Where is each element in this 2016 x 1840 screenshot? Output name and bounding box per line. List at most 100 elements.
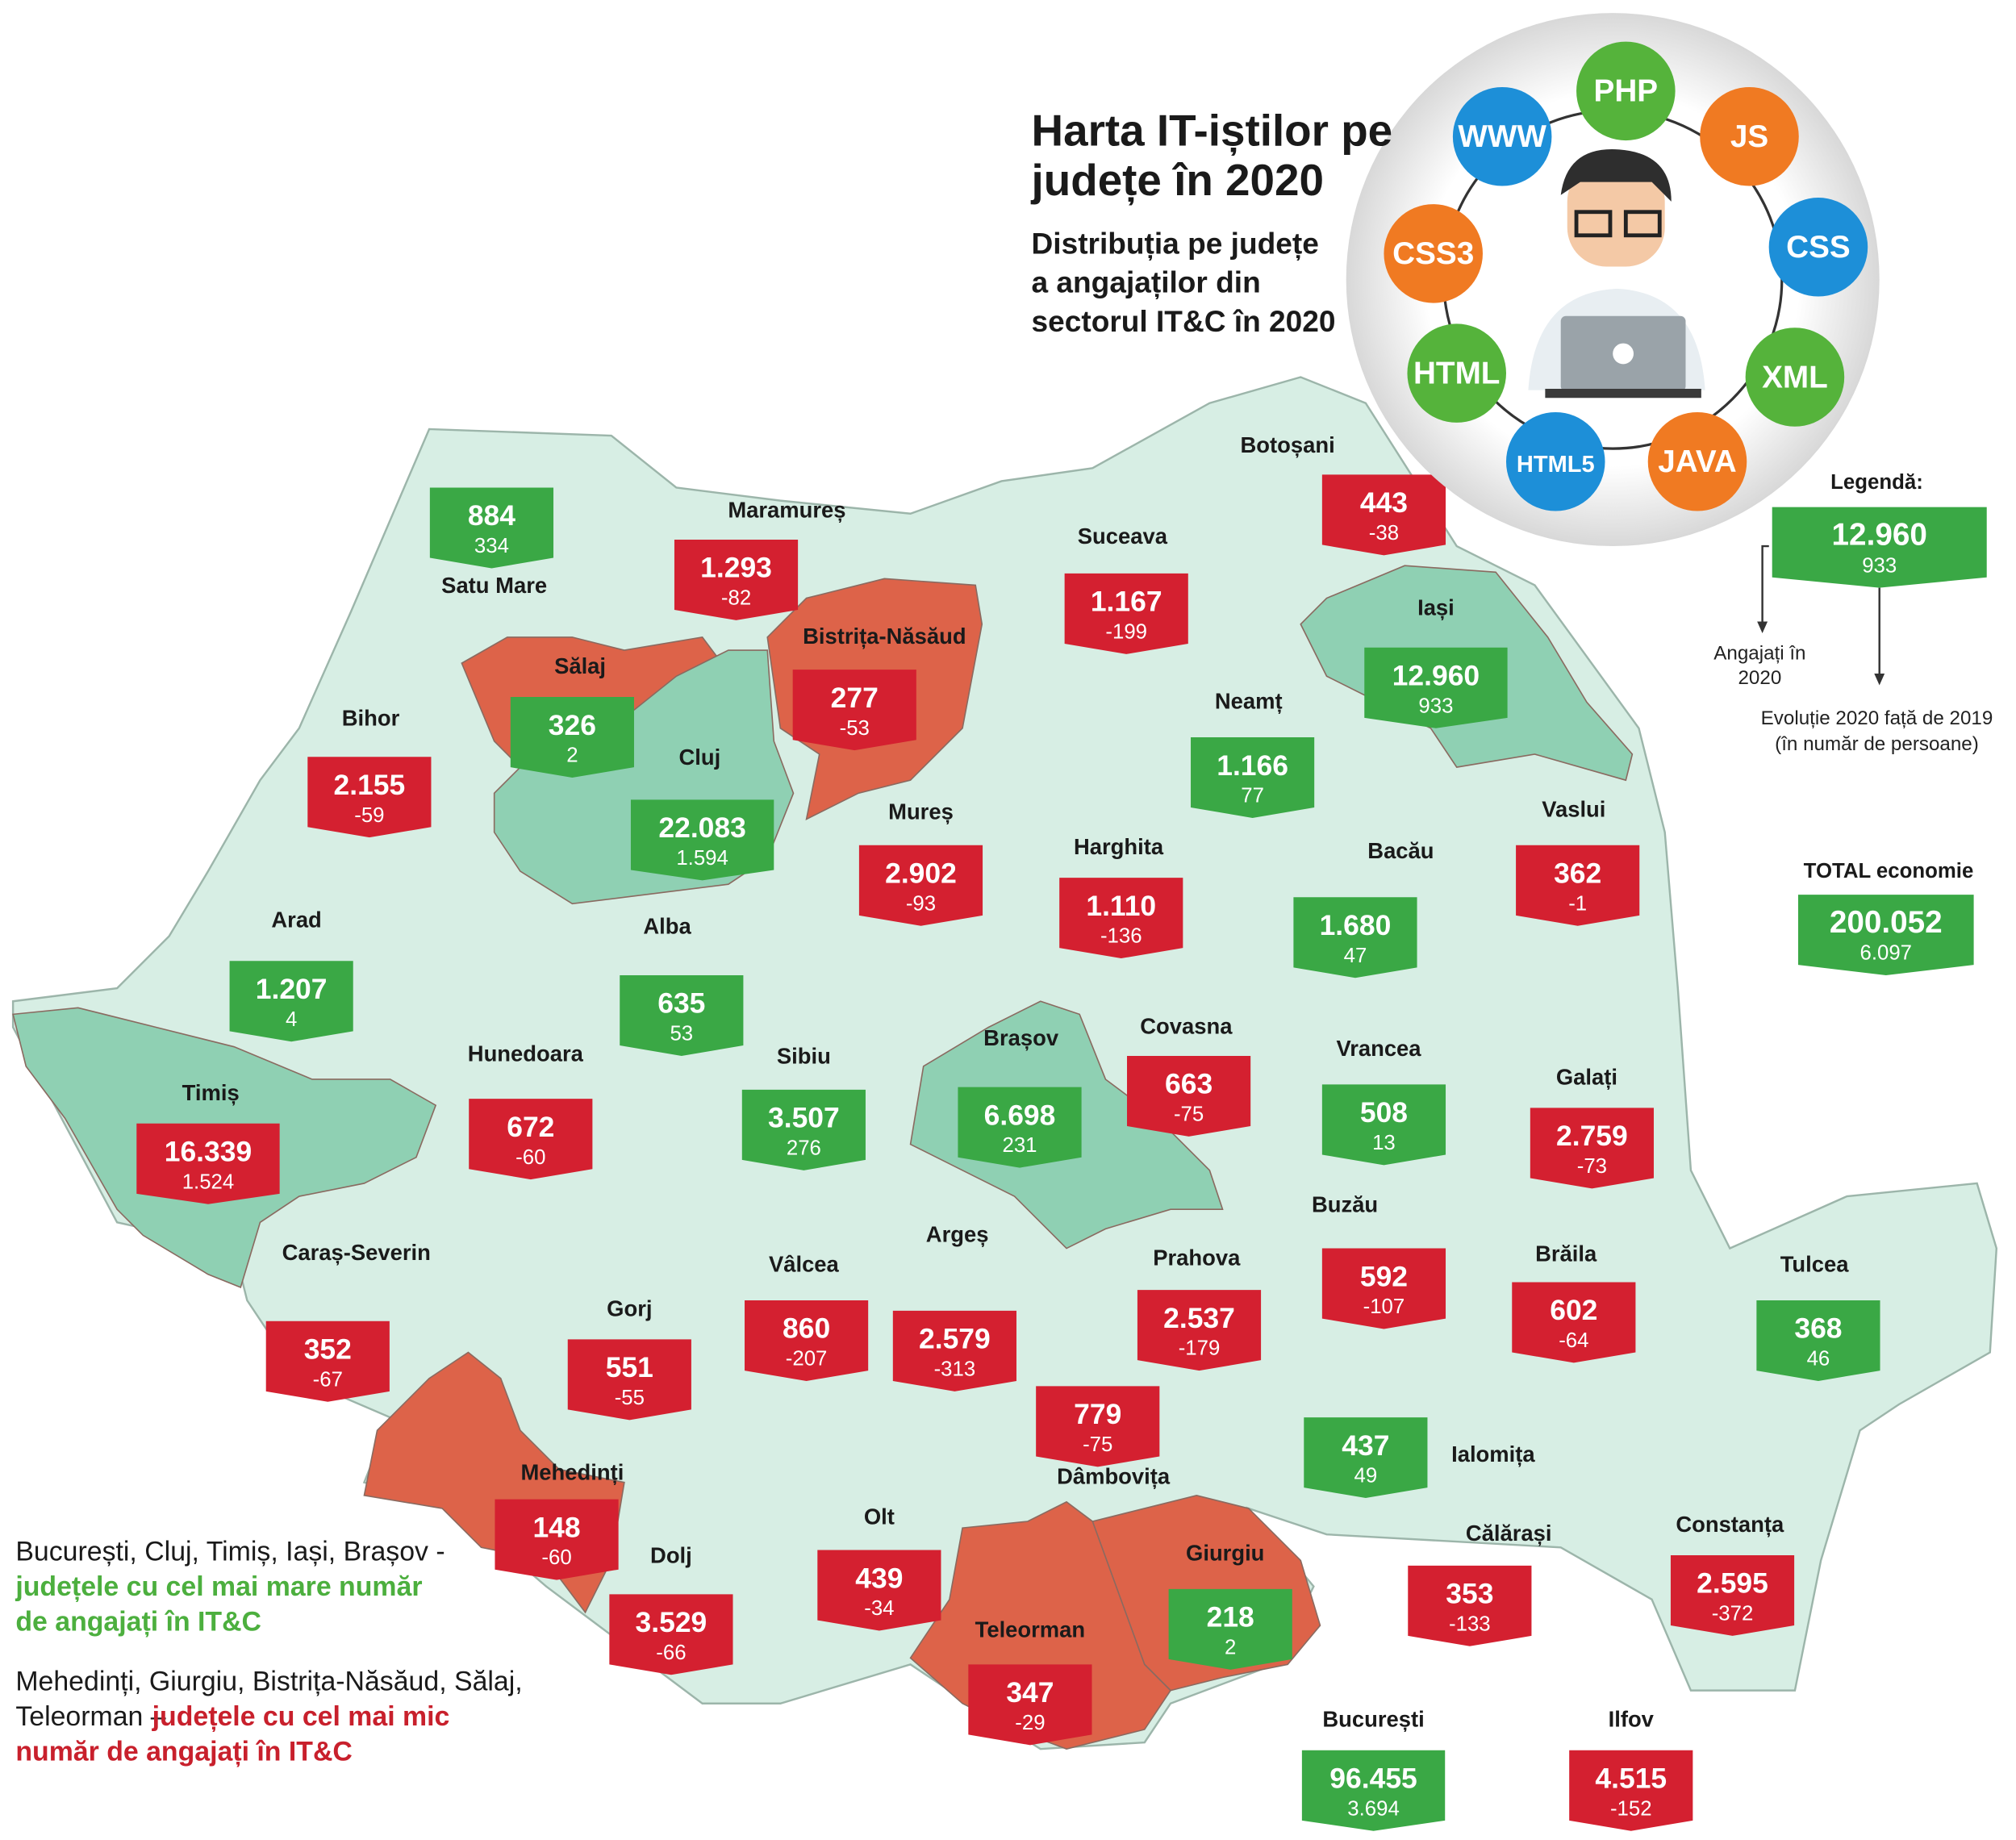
county-name: Argeș [926, 1221, 989, 1246]
change-value: -199 [1105, 621, 1147, 644]
value-box [609, 1594, 733, 1675]
county-name: Arad [271, 907, 321, 932]
value-box [1530, 1108, 1654, 1189]
employees-value: 353 [1446, 1578, 1493, 1610]
title-line: Harta IT-iștilor pe [1032, 106, 1393, 156]
county-name: Ialomița [1451, 1442, 1535, 1467]
value-box [1293, 897, 1417, 978]
change-value: 2 [1225, 1636, 1236, 1659]
change-value: -60 [515, 1146, 545, 1169]
employees-value: 277 [831, 682, 879, 714]
county-name: Brașov [983, 1025, 1059, 1050]
county-name: Dolj [650, 1543, 692, 1568]
value-box [745, 1300, 869, 1381]
value-box [1364, 647, 1508, 728]
employees-value: 2.759 [1556, 1120, 1628, 1152]
value-box [1772, 507, 1987, 588]
change-value: -34 [864, 1597, 894, 1620]
value-box [858, 845, 983, 926]
employees-value: 551 [606, 1351, 653, 1383]
value-box [1321, 1248, 1446, 1329]
value-box [136, 1123, 280, 1204]
legend-change-label: Evoluție 2020 față de 2019 [1761, 707, 1993, 729]
tech-label: CSS [1786, 230, 1851, 265]
change-value: -82 [721, 587, 751, 610]
value-box [1408, 1565, 1532, 1646]
change-value: 47 [1344, 945, 1367, 967]
value-box [1756, 1300, 1880, 1381]
change-value: 334 [474, 535, 509, 557]
change-value: 276 [787, 1137, 821, 1159]
county-name: Sălaj [554, 653, 606, 678]
county-name: Teleorman [975, 1617, 1086, 1642]
change-value: -93 [906, 892, 936, 915]
value-box [1321, 1084, 1446, 1166]
note-line: București, Cluj, Timiș, Iași, Brașov - [15, 1536, 445, 1567]
county-name: Olt [864, 1504, 895, 1529]
change-value: -38 [1369, 522, 1399, 544]
employees-value: 12.960 [1832, 517, 1927, 552]
change-value: -1 [1568, 892, 1587, 915]
value-box [741, 1089, 866, 1170]
change-value: -64 [1559, 1329, 1588, 1352]
employees-value: 602 [1550, 1294, 1597, 1326]
employees-value: 443 [1360, 486, 1408, 519]
county-name: Galați [1556, 1064, 1617, 1089]
county-name: Giurgiu [1186, 1540, 1264, 1565]
county-name: Mehedinți [520, 1459, 624, 1484]
value-box [1516, 845, 1640, 926]
employees-value: 3.529 [636, 1606, 707, 1638]
value-box [817, 1550, 941, 1631]
note-line: număr de angajați în IT&C [15, 1737, 353, 1767]
tech-badge [1576, 41, 1676, 141]
employees-value: 884 [468, 499, 515, 532]
note-line: de angajați în IT&C [15, 1606, 261, 1637]
person-hair [1560, 149, 1672, 202]
glasses [1623, 210, 1662, 238]
legend-arrowhead [1757, 621, 1768, 634]
employees-value: 1.207 [256, 973, 328, 1005]
value-box [307, 757, 432, 838]
value-box [630, 799, 774, 881]
employees-value: 2.155 [334, 769, 406, 801]
change-value: 46 [1807, 1348, 1830, 1371]
subtitle-line: a angajaților din [1032, 265, 1261, 300]
change-value: -107 [1363, 1296, 1405, 1318]
tech-icon: WWW PHP JS CSS XML JAVA HTML5 HTML CSS3 [1346, 13, 1880, 547]
employees-value: 12.960 [1392, 660, 1480, 692]
employees-value: 352 [304, 1333, 352, 1366]
value-box [567, 1339, 691, 1421]
change-value: -53 [840, 717, 870, 740]
legend-arrowhead [1874, 674, 1885, 686]
change-value: 53 [670, 1023, 693, 1045]
county-name: Vrancea [1336, 1036, 1421, 1061]
value-box [1321, 474, 1446, 556]
county-name: Buzău [1312, 1191, 1378, 1216]
tech-badge [1452, 87, 1552, 186]
value-box [1797, 895, 1974, 976]
value-box [1127, 1055, 1251, 1137]
value-box [469, 1099, 593, 1180]
employees-value: 362 [1554, 857, 1601, 890]
laptop-logo [1613, 343, 1634, 365]
value-box [958, 1087, 1082, 1168]
change-value: -313 [934, 1358, 976, 1381]
employees-value: 1.167 [1091, 586, 1162, 618]
employees-value: 2.579 [919, 1323, 991, 1355]
tech-label: HTML [1413, 357, 1500, 391]
employees-value: 3.507 [768, 1102, 840, 1134]
change-value: 1.594 [676, 847, 728, 870]
change-value: -372 [1712, 1603, 1754, 1625]
tech-badge [1745, 328, 1845, 427]
change-value: -75 [1174, 1104, 1204, 1126]
value-box [495, 1499, 619, 1580]
tech-badge [1768, 198, 1868, 297]
value-box [1059, 878, 1183, 959]
value-box [510, 697, 634, 778]
legend-arrow [1761, 544, 1769, 624]
tech-label: JS [1730, 119, 1768, 154]
change-value: 49 [1354, 1465, 1378, 1487]
value-box [1168, 1588, 1292, 1670]
tech-badge [1384, 204, 1483, 303]
county-name: Satu Mare [441, 573, 547, 598]
